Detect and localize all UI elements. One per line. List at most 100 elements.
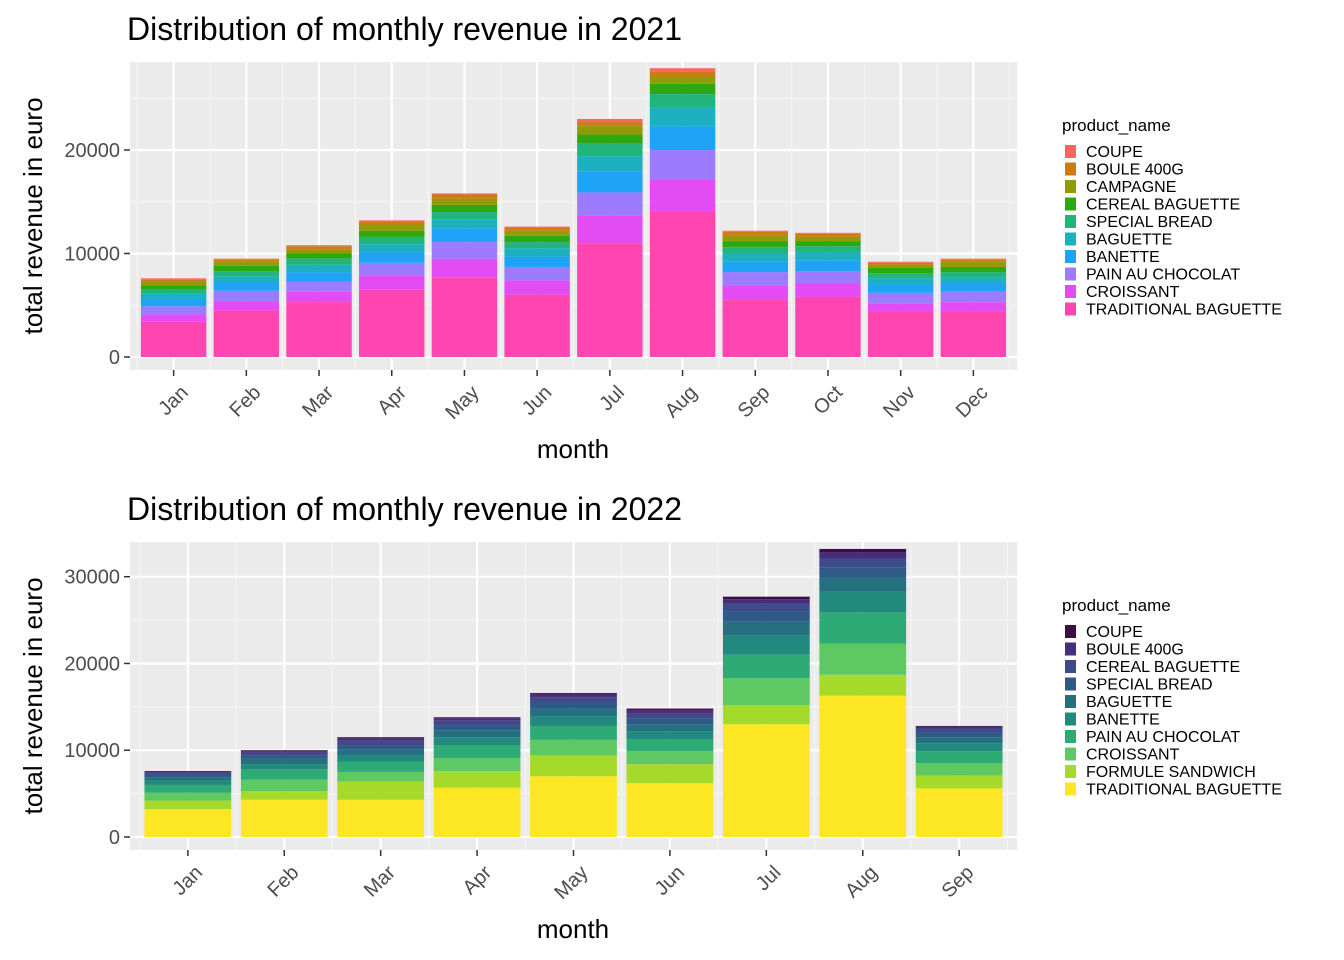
bar-segment: [530, 716, 617, 726]
bar-segment: [504, 235, 570, 243]
bar-segment: [359, 230, 425, 237]
x-tick-label: Jul: [752, 862, 786, 896]
x-tick-label: Jun: [518, 382, 556, 420]
bar-segment: [140, 306, 207, 315]
legend-swatch: [1065, 267, 1076, 281]
bar-segment: [240, 750, 328, 752]
x-tick-label: Feb: [263, 862, 303, 902]
bar-segment: [286, 264, 352, 273]
legend-swatch: [1065, 782, 1076, 796]
bar-segment: [940, 266, 1007, 273]
x-tick-label: Sep: [734, 382, 775, 423]
bar-segment: [144, 800, 232, 810]
bar-segment: [649, 149, 716, 180]
bar-segment: [722, 261, 788, 273]
bar-segment: [940, 259, 1007, 262]
bar-segment: [140, 285, 207, 290]
legend-label: SPECIAL BREAD: [1086, 677, 1213, 694]
bar-segment: [915, 763, 1003, 776]
bar-segment: [240, 791, 328, 800]
bar-segment: [504, 242, 570, 249]
bar-segment: [722, 621, 810, 636]
bar-segment: [626, 713, 714, 719]
bar-segment: [940, 283, 1007, 292]
legend-label: BANETTE: [1086, 712, 1160, 729]
y-tick-label: 10000: [64, 740, 120, 762]
bar-segment: [359, 220, 425, 222]
bar-segment: [144, 774, 232, 778]
bar-segment: [240, 758, 328, 765]
legend-label: COUPE: [1086, 624, 1143, 641]
bar-segment: [722, 272, 788, 286]
bar-segment: [577, 243, 643, 357]
bar-segment: [867, 278, 934, 285]
legend-label: BAGUETTE: [1086, 694, 1172, 711]
bar-segment: [359, 252, 425, 263]
bar-segment: [940, 311, 1007, 357]
bar-segment: [504, 256, 570, 267]
bar-segment: [915, 775, 1003, 789]
bar-segment: [433, 717, 521, 719]
bar-segment: [722, 253, 788, 262]
bar-segment: [213, 276, 280, 283]
bar-segment: [140, 293, 207, 300]
y-tick-label: 0: [109, 827, 120, 849]
bar-segment: [577, 126, 643, 135]
bar-segment: [213, 259, 280, 262]
bar-segment: [577, 192, 643, 216]
bar-segment: [530, 725, 617, 740]
bar-segment: [867, 264, 934, 268]
x-tick-label: Mar: [298, 381, 338, 421]
bar-segment: [504, 230, 570, 236]
legend-label: CEREAL BAGUETTE: [1086, 197, 1240, 214]
bar-segment: [240, 779, 328, 792]
legend-swatch: [1065, 625, 1076, 638]
legend-label: SPECIAL BREAD: [1086, 214, 1213, 231]
bar-segment: [286, 281, 352, 292]
bar-segment: [337, 755, 425, 762]
y-axis: 0 10000 20000: [64, 140, 130, 369]
bar-segment: [213, 282, 280, 291]
bar-stack-group: [140, 68, 1007, 357]
bar-segment: [915, 732, 1003, 738]
bar-segment: [577, 122, 643, 127]
bar-segment: [649, 83, 716, 95]
y-tick-label: 0: [109, 347, 120, 369]
bar-segment: [286, 246, 352, 250]
bar-segment: [337, 738, 425, 741]
bar-segment: [722, 654, 810, 679]
y-axis: 0 10000 20000 30000: [64, 567, 130, 849]
x-tick-label: Aug: [661, 382, 702, 423]
bar-segment: [722, 231, 788, 236]
bar-segment: [431, 204, 498, 213]
bar-segment: [626, 731, 714, 739]
chart-2021: Distribution of monthly revenue in 2021 …: [18, 11, 1282, 464]
bar-segment: [530, 697, 617, 703]
bar-segment: [140, 321, 207, 357]
bar-segment: [626, 783, 714, 837]
bar-segment: [626, 718, 714, 725]
bar-segment: [140, 279, 207, 282]
bar-segment: [359, 236, 425, 245]
legend-swatch: [1065, 145, 1076, 158]
bar-segment: [431, 258, 498, 278]
bar-segment: [431, 277, 498, 357]
bar-segment: [649, 68, 716, 72]
bar-segment: [359, 221, 425, 225]
legend-swatch: [1065, 302, 1076, 316]
legend-swatch: [1065, 677, 1076, 691]
bar-segment: [577, 143, 643, 157]
x-tick-label: Dec: [952, 382, 993, 423]
bar-segment: [359, 289, 425, 357]
bar-segment: [819, 591, 907, 613]
bar-segment: [359, 224, 425, 231]
bar-segment: [722, 705, 810, 725]
bar-segment: [795, 232, 861, 234]
legend-label: BOULE 400G: [1086, 642, 1184, 659]
bar-segment: [213, 271, 280, 277]
legend-swatch: [1065, 765, 1076, 778]
x-tick-label: Oct: [810, 381, 848, 419]
bar-segment: [577, 171, 643, 193]
bar-segment: [286, 245, 352, 247]
